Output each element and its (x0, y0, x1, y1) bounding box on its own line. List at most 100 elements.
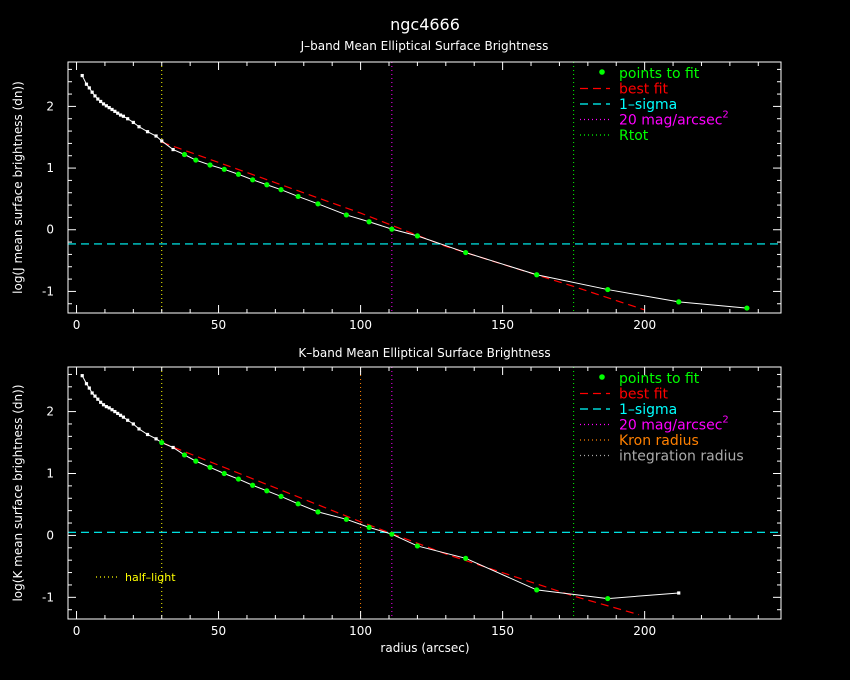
profile-point (99, 400, 103, 404)
profile-point (137, 427, 141, 431)
plot-area (68, 62, 781, 313)
fit-point (221, 166, 227, 172)
profile-point (160, 139, 164, 143)
profile-point (154, 134, 158, 138)
y-tick-label: 0 (46, 528, 54, 542)
profile-point (154, 437, 158, 441)
fit-point (366, 219, 372, 225)
fit-point (389, 226, 395, 232)
legend-label-text: 20 mag/arcsec (619, 113, 722, 129)
legend-label-text: points to fit (619, 371, 700, 387)
legend-label: points to fit (619, 371, 700, 387)
profile-point (84, 82, 89, 86)
fit-point (343, 212, 349, 218)
profile-point (107, 106, 111, 110)
profile-point (80, 73, 84, 78)
x-tick-label: 150 (491, 318, 514, 332)
fit-point (463, 249, 469, 256)
fit-point (295, 193, 301, 200)
x-tick-label: 100 (349, 318, 372, 332)
legend-label-text: integration radius (619, 449, 744, 465)
profile-point (93, 394, 97, 398)
y-axis-label: log(K mean surface brightness (dn)) (11, 384, 25, 601)
legend-label: 1–sigma (619, 402, 677, 418)
profile-point (110, 408, 114, 412)
profile-point (101, 102, 106, 106)
profile-point (121, 114, 125, 118)
profile-point (104, 104, 108, 108)
fit-point (315, 509, 321, 515)
legend-label: 1–sigma (619, 97, 677, 113)
legend-label: Kron radius (619, 433, 699, 449)
profile-point (118, 113, 123, 117)
legend-label: points to fit (619, 66, 700, 82)
legend-label-superscript: 2 (722, 415, 728, 426)
legend-label: best fit (619, 387, 669, 403)
profile-point (113, 409, 117, 414)
profile-point (104, 405, 108, 409)
profile-point (677, 591, 681, 595)
fit-point (264, 488, 270, 494)
profile-point (90, 391, 94, 395)
fit-point (295, 501, 301, 507)
profile-point (171, 445, 175, 450)
legend-entry: integration radius (580, 449, 744, 465)
profile-point (113, 109, 117, 113)
profile-point (116, 111, 120, 115)
profile-point (80, 374, 84, 378)
profile-point (87, 386, 91, 390)
y-tick-label: -1 (42, 590, 54, 604)
legend-label-text: 20 mag/arcsec (619, 418, 722, 434)
legend-label-text: best fit (619, 82, 669, 98)
fit-point (343, 516, 349, 522)
legend-label-text: 1–sigma (619, 402, 677, 418)
half-light-label: half–light (125, 571, 176, 584)
fit-point (389, 531, 395, 537)
legend-label: integration radius (619, 449, 744, 465)
legend-entry: best fit (580, 387, 669, 403)
x-tick-label: 50 (211, 318, 226, 332)
fit-point (207, 162, 213, 168)
profile-point (99, 99, 103, 104)
legend-label-text: Kron radius (619, 433, 699, 449)
legend-label-text: 1–sigma (619, 97, 677, 113)
profile-point (90, 90, 94, 94)
fit-point (235, 476, 242, 482)
profile-point (96, 97, 100, 101)
fit-point (414, 543, 420, 549)
profile-point (87, 86, 91, 90)
profile-point (121, 415, 125, 419)
legend-entry: points to fit (599, 371, 700, 387)
y-tick-label: 2 (46, 405, 54, 419)
legend-label-text: points to fit (619, 66, 700, 82)
profile-point (126, 117, 130, 121)
fit-point (264, 182, 270, 188)
x-axis-label: radius (arcsec) (380, 641, 469, 655)
profile-point (171, 147, 175, 152)
legend-label-superscript: 2 (722, 110, 728, 121)
legend-entry: Kron radius (580, 433, 699, 449)
legend-entry: 1–sigma (580, 402, 677, 418)
j-band-panel: J–band Mean Elliptical Surface Brightnes… (11, 39, 782, 332)
y-tick-label: 2 (46, 99, 54, 113)
profile-point (118, 413, 123, 417)
legend-label-text: best fit (619, 387, 669, 403)
fit-point (278, 493, 284, 500)
fit-point (207, 464, 213, 470)
x-tick-label: 200 (633, 318, 656, 332)
fit-point (250, 482, 256, 488)
profile-point (126, 418, 130, 422)
x-tick-label: 100 (349, 624, 372, 638)
plot-frame (67, 366, 782, 620)
panel-title: K–band Mean Elliptical Surface Brightnes… (298, 346, 550, 360)
fit-point (534, 587, 540, 593)
profile-point (93, 94, 97, 98)
fit-point (315, 201, 321, 207)
y-axis-label: log(J mean surface brightness (dn)) (11, 81, 25, 294)
fit-point (193, 458, 199, 464)
profile-point (116, 411, 120, 416)
legend-label: best fit (619, 82, 669, 98)
panel-title: J–band Mean Elliptical Surface Brightnes… (300, 39, 549, 53)
legend-marker (599, 374, 605, 380)
legend-label: Rtot (619, 128, 649, 144)
